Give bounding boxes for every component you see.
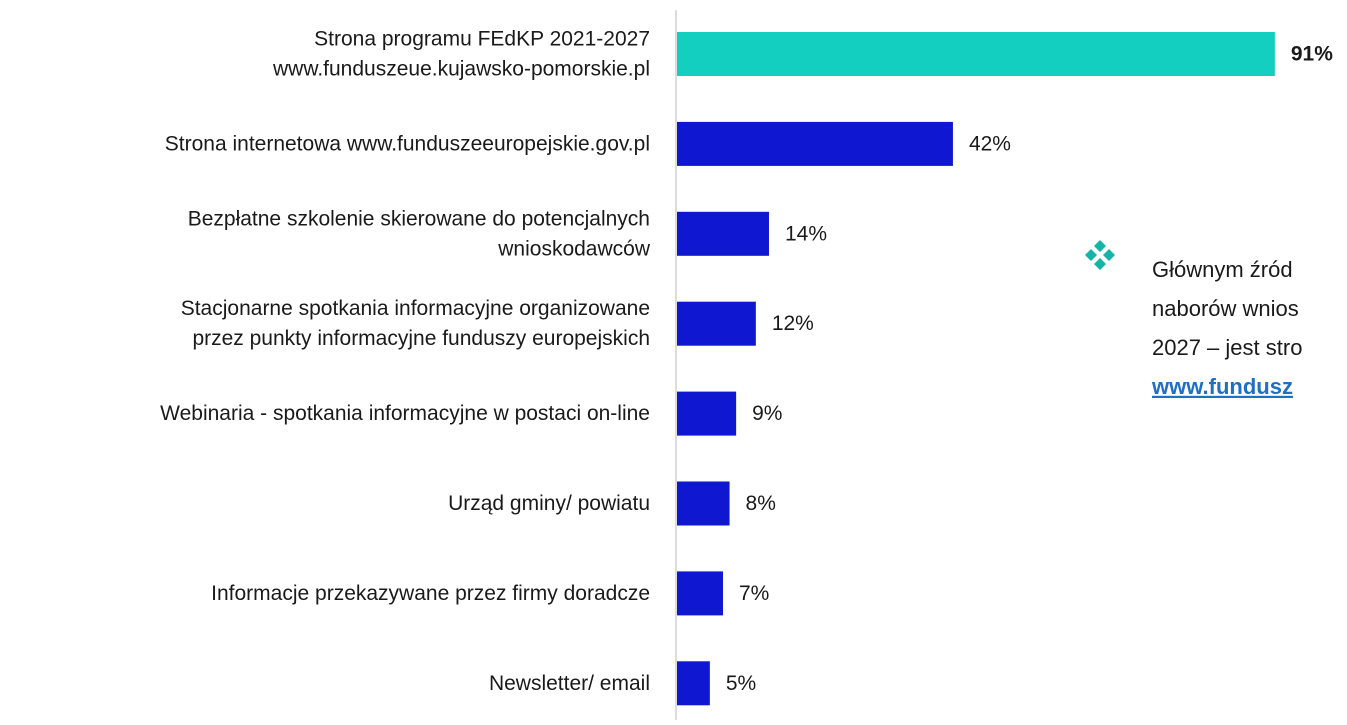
category-label: Urząd gminy/ powiatu bbox=[448, 492, 650, 515]
annotation: Głównym źród naborów wnios 2027 – jest str… bbox=[1151, 257, 1302, 399]
value-label: 42% bbox=[969, 132, 1011, 155]
category-label: przez punkty informacyjne funduszy europ… bbox=[192, 327, 650, 350]
bar bbox=[677, 211, 769, 256]
diamond-icon bbox=[1085, 240, 1115, 270]
bar bbox=[677, 391, 737, 436]
bar bbox=[677, 301, 756, 346]
category-label: www.funduszeue.kujawsko-pomorskie.pl bbox=[272, 58, 650, 81]
value-label: 91% bbox=[1291, 43, 1333, 66]
value-label: 12% bbox=[772, 312, 814, 335]
category-label: wnioskodawców bbox=[497, 237, 651, 260]
value-label: 9% bbox=[752, 402, 782, 425]
value-label: 7% bbox=[739, 582, 769, 605]
category-label: Stacjonarne spotkania informacyjne organ… bbox=[181, 297, 650, 320]
value-label: 5% bbox=[726, 672, 756, 695]
bar bbox=[677, 32, 1275, 76]
category-label: Webinaria - spotkania informacyjne w pos… bbox=[160, 402, 650, 425]
category-label: Strona internetowa www.funduszeeuropejsk… bbox=[165, 132, 650, 155]
annotation-line: naborów wnios bbox=[1152, 296, 1299, 321]
annotation-line: 2027 – jest stro bbox=[1152, 335, 1302, 360]
icon bbox=[1085, 240, 1115, 270]
annotation-line: Głównym źród bbox=[1152, 257, 1293, 282]
annotation-link: www.fundusz bbox=[1151, 374, 1293, 399]
category-label: Informacje przekazywane przez firmy dora… bbox=[211, 582, 650, 605]
bar bbox=[677, 571, 723, 616]
category-label: Newsletter/ email bbox=[489, 672, 650, 695]
category-label: Strona programu FEdKP 2021-2027 bbox=[314, 28, 650, 51]
bar bbox=[677, 121, 953, 166]
bar bbox=[677, 661, 710, 706]
category-label: Bezpłatne szkolenie skierowane do potenc… bbox=[188, 207, 650, 230]
value-label: 8% bbox=[746, 492, 776, 515]
value-label: 14% bbox=[785, 222, 827, 245]
bar bbox=[677, 481, 730, 526]
